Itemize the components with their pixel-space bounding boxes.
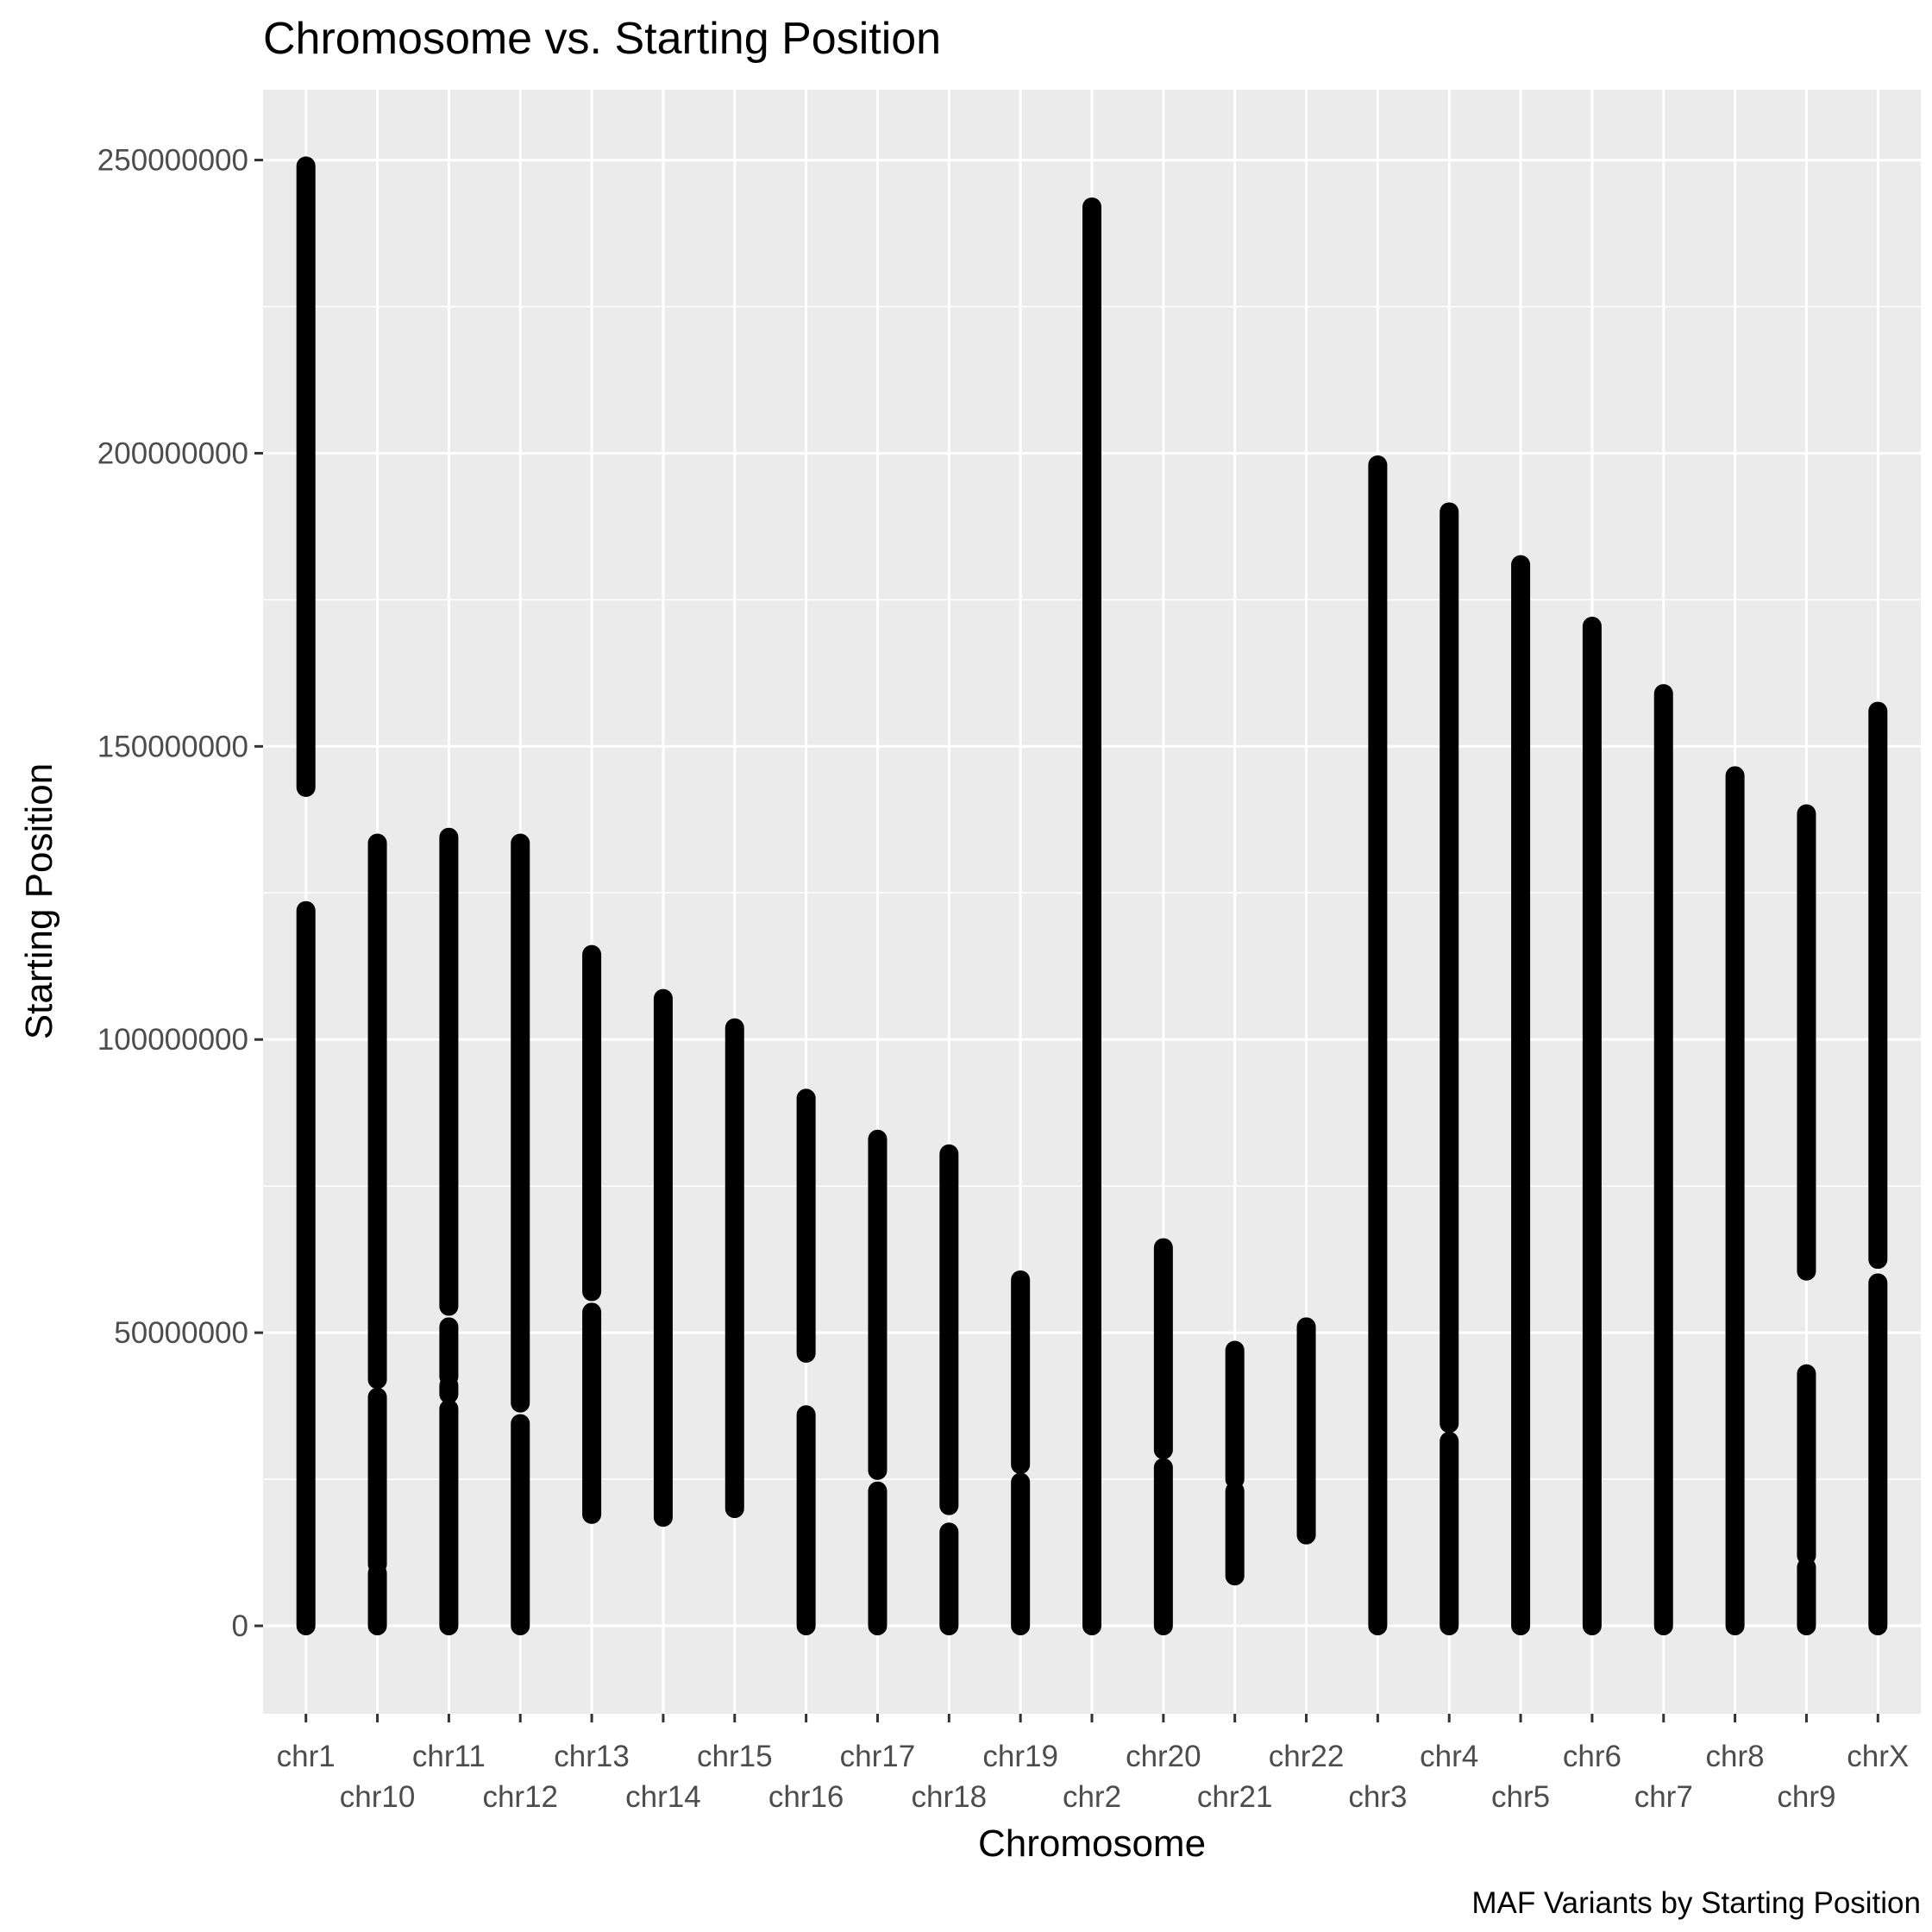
y-tick-label: 50000000	[114, 1316, 248, 1350]
y-tick-label: 0	[232, 1609, 248, 1643]
x-tick-label: chr15	[697, 1740, 773, 1773]
x-tick-label: chr12	[482, 1780, 558, 1814]
y-axis-title: Starting Position	[18, 763, 60, 1039]
chart-caption: MAF Variants by Starting Position	[1471, 1886, 1921, 1920]
data-point-run	[1868, 701, 1888, 1270]
data-point-run	[724, 1018, 744, 1519]
x-tick-label: chr22	[1269, 1740, 1345, 1773]
data-points	[296, 156, 1888, 1636]
data-point-run	[1797, 1558, 1816, 1636]
data-point-run	[1868, 1273, 1888, 1636]
x-tick-label: chr10	[340, 1780, 416, 1814]
x-tick-label: chr1	[277, 1740, 336, 1773]
data-point-run	[1153, 1458, 1173, 1636]
data-point-run	[1225, 1340, 1245, 1490]
chart-title: Chromosome vs. Starting Position	[263, 14, 941, 64]
data-point-run	[796, 1405, 816, 1636]
data-point-run	[796, 1088, 816, 1363]
y-tick-label: 150000000	[97, 730, 248, 763]
x-tick-label: chr4	[1420, 1740, 1478, 1773]
data-point-run	[1797, 1364, 1816, 1565]
data-point-run	[939, 1522, 959, 1636]
data-point-run	[367, 1563, 387, 1636]
data-point-run	[1153, 1238, 1173, 1460]
data-point-run	[367, 1387, 387, 1574]
data-point-run	[511, 1414, 530, 1636]
data-point-run	[1440, 502, 1459, 1433]
x-axis-title: Chromosome	[978, 1822, 1206, 1865]
x-tick-label: chr2	[1063, 1780, 1121, 1814]
data-point-run	[296, 900, 316, 1636]
data-point-run	[1082, 197, 1101, 1636]
x-tick-label: chr7	[1634, 1780, 1693, 1814]
x-tick-label: chr20	[1126, 1740, 1201, 1773]
data-point-run	[439, 1399, 459, 1636]
x-tick-label: chr19	[982, 1740, 1058, 1773]
data-point-run	[653, 988, 673, 1527]
data-point-run	[939, 1144, 959, 1515]
x-tick-label: chr17	[840, 1740, 916, 1773]
data-point-run	[1797, 804, 1816, 1281]
y-tick-label: 100000000	[97, 1023, 248, 1057]
x-tick-label: chr13	[554, 1740, 630, 1773]
x-tick-label: chr6	[1563, 1740, 1622, 1773]
data-point-run	[439, 827, 459, 1316]
data-point-run	[1582, 617, 1602, 1636]
data-point-run	[1511, 555, 1531, 1636]
x-tick-label: chr21	[1197, 1780, 1273, 1814]
x-tick-label: chr16	[768, 1780, 844, 1814]
data-point-run	[1440, 1431, 1459, 1636]
data-point-run	[1653, 684, 1673, 1636]
x-tick-label: chr3	[1348, 1780, 1407, 1814]
data-point-run	[511, 833, 530, 1413]
x-tick-label: chr9	[1777, 1780, 1835, 1814]
data-point-run	[439, 1317, 459, 1387]
y-tick-label: 250000000	[97, 144, 248, 178]
x-tick-label: chr18	[912, 1780, 988, 1814]
data-point-run	[868, 1481, 888, 1636]
data-point-run	[296, 156, 316, 797]
data-point-run	[1011, 1270, 1031, 1475]
data-point-run	[1225, 1481, 1245, 1586]
x-tick-label: chr14	[625, 1780, 701, 1814]
data-point-run	[1296, 1317, 1316, 1545]
x-tick-label: chr5	[1491, 1780, 1550, 1814]
data-point-run	[582, 1302, 602, 1524]
x-tick-label: chr11	[412, 1740, 486, 1773]
data-point-run	[582, 944, 602, 1302]
x-tick-label: chr8	[1706, 1740, 1765, 1773]
y-axis: 0 50000000 100000000 150000000 200000000 2500…	[97, 144, 263, 1643]
y-tick-label: 200000000	[97, 436, 248, 470]
data-point-run	[1725, 766, 1745, 1636]
data-point-run	[367, 833, 387, 1389]
data-point-run	[1011, 1472, 1031, 1636]
data-point-run	[868, 1129, 888, 1480]
x-tick-label: chrX	[1847, 1740, 1909, 1773]
data-point-run	[1368, 455, 1388, 1636]
